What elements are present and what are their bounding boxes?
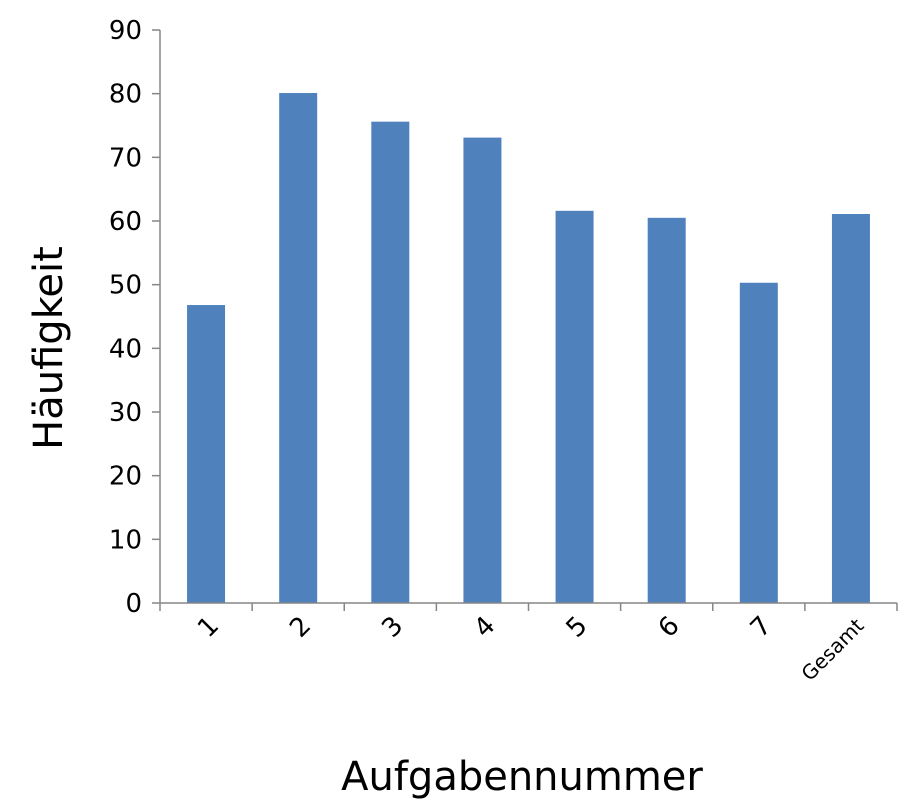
bar-4: [463, 137, 502, 603]
x-tick-label: 5: [561, 611, 594, 644]
plot-area: 0 10 20 30 40 50 60 70 80 90 1 2 3 4 5 6 7 Gesamt: [109, 16, 898, 686]
x-tick-label: 3: [376, 611, 409, 644]
x-tick-label: 1: [192, 611, 225, 644]
y-tick-label: 80: [109, 80, 142, 110]
bar-2: [279, 93, 318, 603]
y-tick-label: 50: [109, 271, 142, 301]
x-tick-label: 6: [653, 611, 686, 644]
y-tick-label: 60: [109, 207, 142, 237]
bar-6: [647, 217, 686, 604]
y-tick-label: 40: [109, 334, 142, 364]
y-tick-label: 20: [109, 462, 142, 492]
y-tick-label: 70: [109, 143, 142, 173]
y-tick-label: 30: [109, 398, 142, 428]
x-axis-title: Aufgabennummer: [341, 754, 703, 800]
x-tick-label: 4: [468, 611, 501, 644]
bar-gesamt: [831, 213, 870, 603]
bar-7: [739, 282, 778, 603]
y-tick-label: 0: [125, 589, 142, 619]
bar-5: [555, 210, 594, 603]
x-tick-label: Gesamt: [796, 613, 868, 685]
y-axis-title: Häufigkeit: [26, 246, 72, 450]
bar-3: [371, 121, 410, 604]
y-tick-label: 10: [109, 525, 142, 555]
bar-1: [187, 305, 226, 603]
x-tick-label: 7: [745, 611, 778, 644]
x-tick-label: 2: [284, 611, 317, 644]
y-tick-label: 90: [109, 16, 142, 46]
